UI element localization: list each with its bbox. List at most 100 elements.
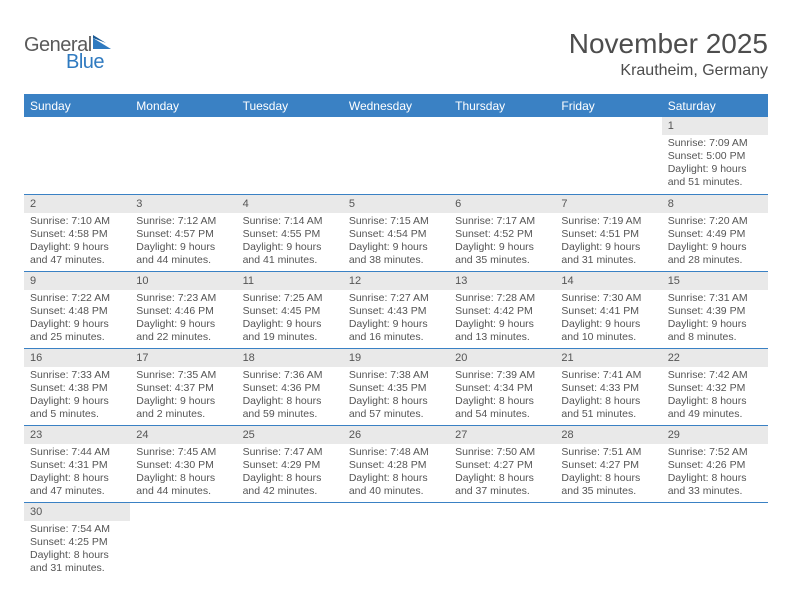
calendar-cell: 19Sunrise: 7:38 AMSunset: 4:35 PMDayligh… (343, 348, 449, 425)
daylight-text: Daylight: 9 hours and 10 minutes. (561, 318, 655, 344)
day-number: 7 (555, 195, 661, 213)
calendar-cell-empty (343, 502, 449, 579)
day-number: 22 (662, 349, 768, 367)
day-details: Sunrise: 7:31 AMSunset: 4:39 PMDaylight:… (662, 290, 768, 348)
day-details: Sunrise: 7:27 AMSunset: 4:43 PMDaylight:… (343, 290, 449, 348)
daylight-text: Daylight: 8 hours and 47 minutes. (30, 472, 124, 498)
location: Krautheim, Germany (569, 62, 768, 80)
day-number: 11 (237, 272, 343, 290)
calendar-cell: 6Sunrise: 7:17 AMSunset: 4:52 PMDaylight… (449, 194, 555, 271)
sunset-text: Sunset: 4:39 PM (668, 305, 762, 318)
daylight-text: Daylight: 8 hours and 31 minutes. (30, 549, 124, 575)
sunset-text: Sunset: 4:31 PM (30, 459, 124, 472)
calendar-cell-empty (130, 502, 236, 579)
daylight-text: Daylight: 9 hours and 22 minutes. (136, 318, 230, 344)
sunrise-text: Sunrise: 7:19 AM (561, 215, 655, 228)
day-details: Sunrise: 7:17 AMSunset: 4:52 PMDaylight:… (449, 213, 555, 271)
day-number: 15 (662, 272, 768, 290)
daylight-text: Daylight: 8 hours and 54 minutes. (455, 395, 549, 421)
daylight-text: Daylight: 8 hours and 33 minutes. (668, 472, 762, 498)
calendar-cell: 2Sunrise: 7:10 AMSunset: 4:58 PMDaylight… (24, 194, 130, 271)
day-number: 9 (24, 272, 130, 290)
day-number: 21 (555, 349, 661, 367)
calendar-cell: 17Sunrise: 7:35 AMSunset: 4:37 PMDayligh… (130, 348, 236, 425)
day-details: Sunrise: 7:52 AMSunset: 4:26 PMDaylight:… (662, 444, 768, 502)
sunrise-text: Sunrise: 7:14 AM (243, 215, 337, 228)
day-number: 28 (555, 426, 661, 444)
sunset-text: Sunset: 4:41 PM (561, 305, 655, 318)
calendar-row: 9Sunrise: 7:22 AMSunset: 4:48 PMDaylight… (24, 271, 768, 348)
day-number: 14 (555, 272, 661, 290)
month-title: November 2025 (569, 28, 768, 60)
sunset-text: Sunset: 4:29 PM (243, 459, 337, 472)
calendar-row: 23Sunrise: 7:44 AMSunset: 4:31 PMDayligh… (24, 425, 768, 502)
calendar-cell-empty (237, 117, 343, 194)
sunrise-text: Sunrise: 7:38 AM (349, 369, 443, 382)
day-number: 19 (343, 349, 449, 367)
day-number: 13 (449, 272, 555, 290)
calendar-cell: 8Sunrise: 7:20 AMSunset: 4:49 PMDaylight… (662, 194, 768, 271)
logo: GeneralBlue (24, 28, 115, 74)
sunset-text: Sunset: 4:27 PM (455, 459, 549, 472)
day-details: Sunrise: 7:33 AMSunset: 4:38 PMDaylight:… (24, 367, 130, 425)
day-details: Sunrise: 7:44 AMSunset: 4:31 PMDaylight:… (24, 444, 130, 502)
day-number: 10 (130, 272, 236, 290)
calendar-cell-empty (24, 117, 130, 194)
day-details: Sunrise: 7:10 AMSunset: 4:58 PMDaylight:… (24, 213, 130, 271)
sunset-text: Sunset: 4:37 PM (136, 382, 230, 395)
day-details: Sunrise: 7:39 AMSunset: 4:34 PMDaylight:… (449, 367, 555, 425)
day-number: 24 (130, 426, 236, 444)
daylight-text: Daylight: 8 hours and 51 minutes. (561, 395, 655, 421)
daylight-text: Daylight: 8 hours and 44 minutes. (136, 472, 230, 498)
calendar-cell: 16Sunrise: 7:33 AMSunset: 4:38 PMDayligh… (24, 348, 130, 425)
calendar-row: 2Sunrise: 7:10 AMSunset: 4:58 PMDaylight… (24, 194, 768, 271)
day-details: Sunrise: 7:25 AMSunset: 4:45 PMDaylight:… (237, 290, 343, 348)
day-details: Sunrise: 7:51 AMSunset: 4:27 PMDaylight:… (555, 444, 661, 502)
sunset-text: Sunset: 4:27 PM (561, 459, 655, 472)
calendar-cell-empty (237, 502, 343, 579)
calendar-cell: 5Sunrise: 7:15 AMSunset: 4:54 PMDaylight… (343, 194, 449, 271)
day-number: 26 (343, 426, 449, 444)
sunrise-text: Sunrise: 7:42 AM (668, 369, 762, 382)
calendar-cell: 13Sunrise: 7:28 AMSunset: 4:42 PMDayligh… (449, 271, 555, 348)
sunrise-text: Sunrise: 7:44 AM (30, 446, 124, 459)
calendar-cell: 4Sunrise: 7:14 AMSunset: 4:55 PMDaylight… (237, 194, 343, 271)
calendar-cell: 9Sunrise: 7:22 AMSunset: 4:48 PMDaylight… (24, 271, 130, 348)
day-details: Sunrise: 7:45 AMSunset: 4:30 PMDaylight:… (130, 444, 236, 502)
daylight-text: Daylight: 8 hours and 37 minutes. (455, 472, 549, 498)
daylight-text: Daylight: 9 hours and 13 minutes. (455, 318, 549, 344)
sunset-text: Sunset: 4:43 PM (349, 305, 443, 318)
daylight-text: Daylight: 9 hours and 28 minutes. (668, 241, 762, 267)
sunset-text: Sunset: 4:46 PM (136, 305, 230, 318)
day-details: Sunrise: 7:20 AMSunset: 4:49 PMDaylight:… (662, 213, 768, 271)
sunrise-text: Sunrise: 7:23 AM (136, 292, 230, 305)
calendar-cell: 15Sunrise: 7:31 AMSunset: 4:39 PMDayligh… (662, 271, 768, 348)
day-number: 4 (237, 195, 343, 213)
calendar-cell-empty (130, 117, 236, 194)
daylight-text: Daylight: 9 hours and 41 minutes. (243, 241, 337, 267)
header: GeneralBlue November 2025 Krautheim, Ger… (24, 28, 768, 80)
day-header: Thursday (449, 95, 555, 118)
sunset-text: Sunset: 4:30 PM (136, 459, 230, 472)
calendar-cell: 27Sunrise: 7:50 AMSunset: 4:27 PMDayligh… (449, 425, 555, 502)
sunset-text: Sunset: 4:35 PM (349, 382, 443, 395)
daylight-text: Daylight: 9 hours and 8 minutes. (668, 318, 762, 344)
day-details: Sunrise: 7:38 AMSunset: 4:35 PMDaylight:… (343, 367, 449, 425)
day-number: 25 (237, 426, 343, 444)
calendar-cell: 10 Sunrise: 7:23 AMSunset: 4:46 PMDayligh… (130, 271, 236, 348)
day-number: 29 (662, 426, 768, 444)
daylight-text: Daylight: 9 hours and 35 minutes. (455, 241, 549, 267)
sunset-text: Sunset: 4:57 PM (136, 228, 230, 241)
day-number: 20 (449, 349, 555, 367)
sunset-text: Sunset: 5:00 PM (668, 150, 762, 163)
sunrise-text: Sunrise: 7:54 AM (30, 523, 124, 536)
logo-text-blue: Blue (66, 51, 115, 74)
day-header: Tuesday (237, 95, 343, 118)
day-number: 16 (24, 349, 130, 367)
calendar-cell-empty (449, 117, 555, 194)
sunset-text: Sunset: 4:26 PM (668, 459, 762, 472)
calendar-cell-empty (555, 117, 661, 194)
day-details: Sunrise: 7:48 AMSunset: 4:28 PMDaylight:… (343, 444, 449, 502)
sunset-text: Sunset: 4:42 PM (455, 305, 549, 318)
sunrise-text: Sunrise: 7:47 AM (243, 446, 337, 459)
